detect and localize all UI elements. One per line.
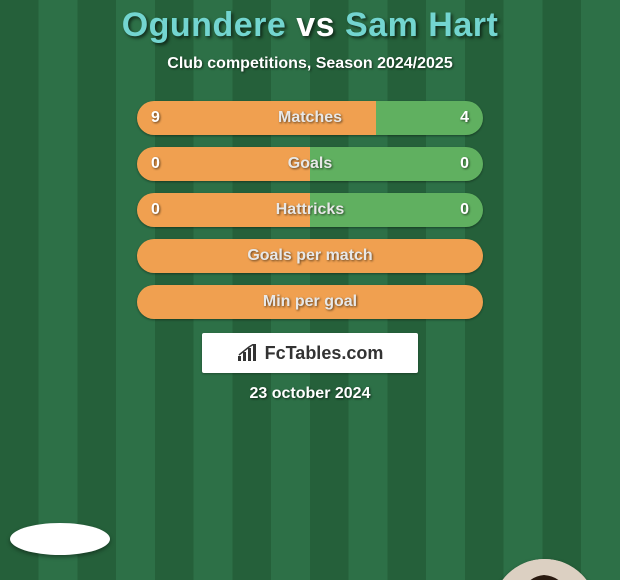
stat-bar: Matches 9 4 — [137, 101, 483, 135]
watermark-text: FcTables.com — [265, 343, 384, 364]
subtitle: Club competitions, Season 2024/2025 — [0, 55, 620, 73]
stat-value-right: 0 — [460, 155, 469, 173]
stat-bar: Min per goal — [137, 285, 483, 319]
watermark-badge: FcTables.com — [202, 333, 418, 373]
stat-bar: Hattricks 0 0 — [137, 193, 483, 227]
player-photo-left — [10, 523, 110, 555]
stat-bar: Goals 0 0 — [137, 147, 483, 181]
stat-label: Matches — [278, 109, 342, 127]
stat-label: Goals per match — [247, 247, 372, 265]
chart-icon — [237, 344, 259, 362]
stat-fill-right — [310, 147, 483, 181]
page-title: Ogundere vs Sam Hart — [0, 0, 620, 45]
title-vs: vs — [296, 6, 335, 44]
stat-label: Min per goal — [263, 293, 357, 311]
stat-fill-left — [137, 147, 310, 181]
title-player-right: Sam Hart — [345, 6, 498, 44]
date-text: 23 october 2024 — [0, 385, 620, 403]
stat-label: Goals — [288, 155, 332, 173]
player-photo-right — [492, 559, 597, 580]
stat-label: Hattricks — [276, 201, 344, 219]
stat-value-left: 0 — [151, 201, 160, 219]
stats-container: Matches 9 4 Goals 0 0 Hattricks 0 0 Goals per mat… — [0, 101, 620, 319]
stat-bar: Goals per match — [137, 239, 483, 273]
title-player-left: Ogundere — [122, 6, 287, 44]
stat-value-left: 9 — [151, 109, 160, 127]
stat-value-right: 0 — [460, 201, 469, 219]
stat-value-right: 4 — [460, 109, 469, 127]
stat-value-left: 0 — [151, 155, 160, 173]
